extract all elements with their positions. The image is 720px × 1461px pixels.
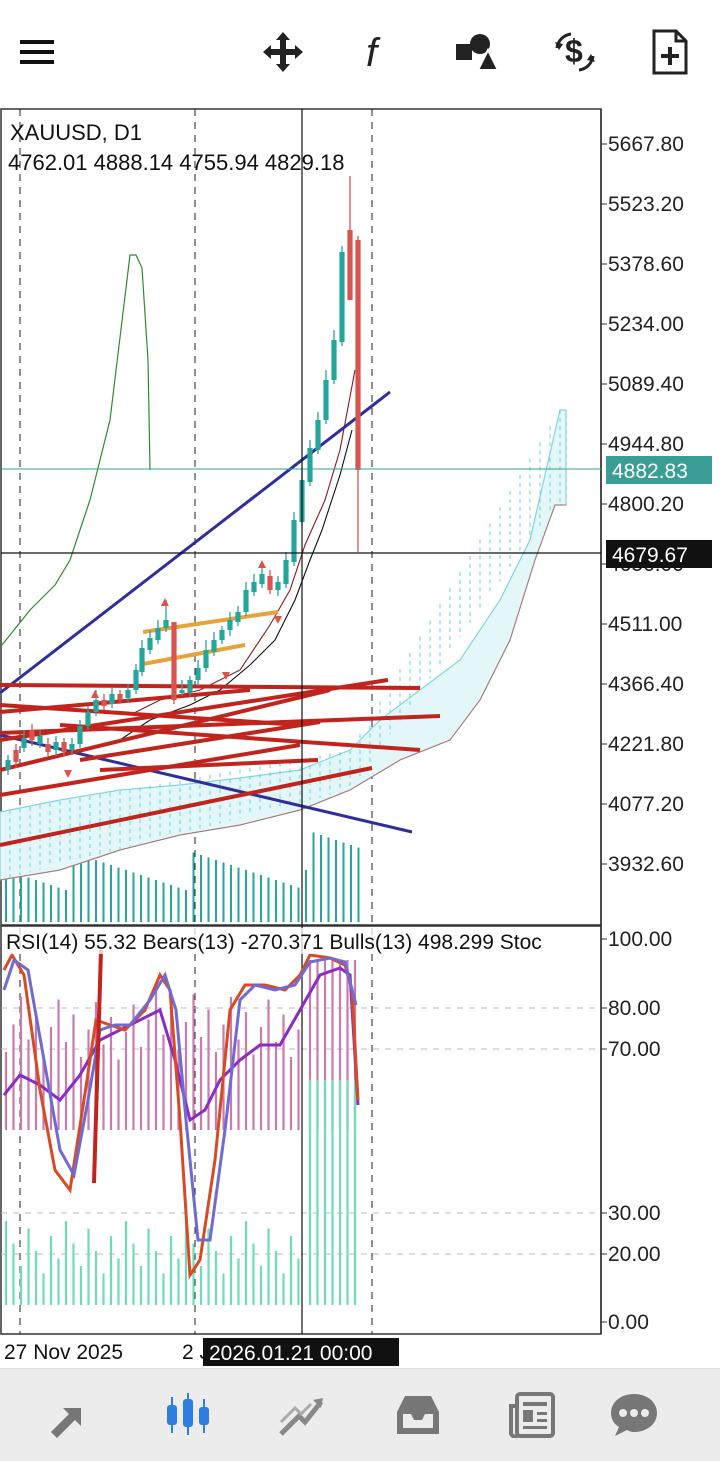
menu-icon[interactable] bbox=[8, 22, 68, 82]
candle bbox=[139, 640, 145, 676]
candle bbox=[125, 684, 131, 702]
price-tick-label: 4366.40 bbox=[608, 673, 684, 696]
candle bbox=[179, 680, 185, 696]
price-tick-label: 4800.20 bbox=[608, 493, 684, 516]
candle bbox=[187, 676, 193, 696]
objects-icon[interactable] bbox=[446, 22, 506, 82]
candle bbox=[117, 690, 123, 704]
candle bbox=[61, 738, 67, 756]
indicator-tick-label: 80.00 bbox=[608, 997, 661, 1020]
indicator-tick-label: 70.00 bbox=[608, 1038, 661, 1061]
candle bbox=[259, 566, 265, 588]
candle bbox=[53, 736, 59, 756]
function-icon[interactable]: f bbox=[348, 22, 408, 82]
date-label-left: 27 Nov 2025 bbox=[4, 1341, 123, 1364]
price-tick-label: 5523.20 bbox=[608, 193, 684, 216]
price-tick-label: 3932.60 bbox=[608, 853, 684, 876]
candle bbox=[45, 738, 51, 756]
ohlc-label: 4762.01 4888.14 4755.94 4829.18 bbox=[8, 150, 344, 175]
messages-icon[interactable] bbox=[602, 1387, 666, 1443]
candle bbox=[203, 640, 209, 672]
price-tick-label: 5234.00 bbox=[608, 313, 684, 336]
chart-icon[interactable] bbox=[156, 1387, 220, 1443]
candle bbox=[101, 694, 107, 710]
history-icon[interactable] bbox=[386, 1387, 450, 1443]
candle bbox=[243, 582, 249, 616]
candle bbox=[283, 552, 289, 588]
current-price-badge bbox=[606, 456, 712, 484]
price-tick-label: 5378.60 bbox=[608, 253, 684, 276]
candle bbox=[235, 606, 241, 626]
candle bbox=[5, 755, 11, 775]
candle bbox=[109, 688, 115, 708]
candle bbox=[315, 412, 321, 454]
candle bbox=[211, 632, 217, 656]
symbol-label: XAUUSD, D1 bbox=[10, 120, 142, 145]
price-tick-label: 4221.80 bbox=[608, 733, 684, 756]
candle bbox=[69, 738, 75, 755]
price-chart[interactable]: 5667.80 5523.20 5378.60 5234.00 5089.40 4944.… bbox=[0, 108, 720, 1368]
candle bbox=[195, 660, 201, 686]
indicator-label: RSI(14) 55.32 Bears(13) -270.371 Bulls(1… bbox=[6, 931, 542, 954]
svg-text:f: f bbox=[366, 31, 381, 74]
news-icon[interactable] bbox=[500, 1387, 564, 1443]
candle bbox=[331, 330, 337, 384]
candle bbox=[29, 724, 35, 746]
candle bbox=[21, 730, 27, 752]
indicator-tick-label: 100.00 bbox=[608, 928, 672, 951]
indicator-tick-label: 20.00 bbox=[608, 1243, 661, 1266]
candle bbox=[77, 720, 83, 748]
candle bbox=[291, 512, 297, 566]
candle bbox=[323, 370, 329, 424]
candle bbox=[133, 664, 139, 694]
candle bbox=[155, 620, 161, 644]
candle bbox=[251, 574, 257, 596]
currency-switch-icon[interactable]: $ bbox=[545, 22, 605, 82]
candle bbox=[85, 706, 91, 730]
add-document-icon[interactable] bbox=[640, 22, 700, 82]
indicator-tick-label: 0.00 bbox=[608, 1311, 649, 1334]
candle bbox=[347, 176, 353, 300]
candle bbox=[171, 622, 177, 704]
candle bbox=[267, 570, 273, 594]
candle bbox=[307, 440, 313, 486]
svg-text:$: $ bbox=[565, 33, 583, 69]
price-tick-label: 4077.20 bbox=[608, 793, 684, 816]
candle bbox=[339, 246, 345, 346]
quotes-icon[interactable] bbox=[40, 1387, 104, 1443]
candle bbox=[37, 730, 43, 748]
crosshair-price-badge bbox=[606, 540, 712, 568]
crosshair-move-icon[interactable] bbox=[253, 22, 313, 82]
price-tick-label: 5667.80 bbox=[608, 133, 684, 156]
top-toolbar: f $ bbox=[0, 0, 720, 108]
candle bbox=[275, 576, 281, 596]
crosshair-date-label: 2026.01.21 00:00 bbox=[209, 1342, 373, 1365]
price-tick-label: 5089.40 bbox=[608, 373, 684, 396]
crosshair-price-label: 4679.67 bbox=[612, 544, 688, 567]
candle bbox=[219, 626, 225, 644]
chart-area[interactable]: 5667.80 5523.20 5378.60 5234.00 5089.40 4944.… bbox=[0, 108, 720, 1368]
crosshair-date-badge bbox=[203, 1338, 399, 1366]
price-tick-label: 4511.00 bbox=[608, 613, 682, 636]
bottom-navigation bbox=[0, 1368, 720, 1461]
price-tick-label: 4944.80 bbox=[608, 433, 684, 456]
candle bbox=[355, 236, 361, 552]
indicator-tick-label: 30.00 bbox=[608, 1202, 661, 1225]
current-price-label: 4882.83 bbox=[612, 460, 688, 483]
candle bbox=[227, 612, 233, 636]
candle bbox=[13, 744, 19, 768]
trade-icon[interactable] bbox=[270, 1387, 334, 1443]
candle bbox=[147, 630, 153, 654]
